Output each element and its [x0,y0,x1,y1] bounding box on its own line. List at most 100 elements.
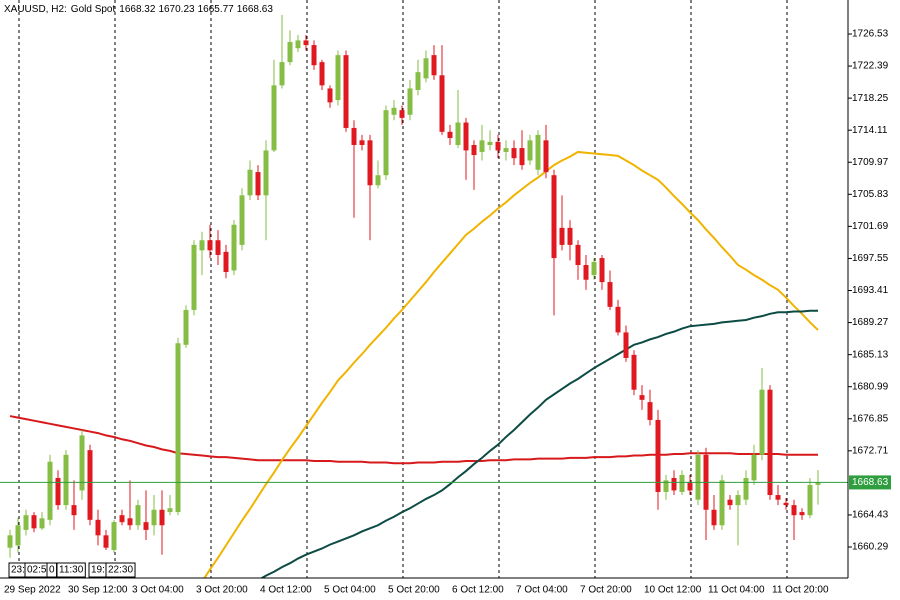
header-open: 1668.32 [119,4,156,15]
candle-body [255,172,261,196]
candle-body [463,122,469,151]
candle-body [215,240,221,255]
x-tick-label: 6 Oct 12:00 [452,585,504,596]
x-tick-label: 3 Oct 04:00 [132,585,184,596]
price-line: 1668.63 [0,475,891,490]
candle-body [127,518,133,526]
candle-body [399,110,405,118]
y-tick-label: 1685.13 [852,349,889,360]
y-tick-label: 1718.25 [852,93,889,104]
candle-body [439,75,445,132]
candle-body [607,282,613,307]
x-tick-label: 5 Oct 04:00 [324,585,376,596]
candle-body [383,110,389,176]
symbol: XAUUSD, H2: [4,4,67,15]
candle-body [135,505,141,526]
candle-body [327,88,333,103]
candle-body [391,107,397,115]
candle-body [623,332,629,358]
candle-body [335,55,341,101]
candle-body [767,389,773,496]
moving-averages [9,150,819,578]
candle-body [103,535,109,548]
candle-body [423,58,429,79]
candle-body [7,535,13,548]
candle-body [191,244,197,310]
y-tick-label: 1693.41 [852,285,889,296]
candle-body [231,224,237,271]
candle-body [527,140,533,161]
candle-body [151,509,157,526]
candle-body [775,495,781,500]
candle-body [199,240,205,251]
candle-body [223,251,229,272]
candle-body [239,195,245,245]
candle-body [31,515,37,529]
y-tick-label: 1660.29 [852,542,889,553]
candle-body [599,258,605,283]
candle-body [519,148,525,166]
candle-body [287,41,293,63]
candle-body [175,343,181,513]
time-marker: 22:30 [108,565,133,576]
time-marker: 23: [11,565,25,576]
candle-body [807,484,813,516]
candle-body [55,478,61,506]
y-tick-label: 1714.11 [852,125,888,136]
candle-body [631,354,637,390]
y-tick-label: 1676.85 [852,413,889,424]
candle-body [567,227,573,245]
candle-body [359,140,365,145]
header-low: 1665.77 [198,4,235,15]
candle-body [663,480,669,492]
candle-body [695,454,701,500]
candle-body [71,505,77,516]
y-tick-label: 1705.83 [852,189,889,200]
candle-body [143,522,149,530]
candle-body [783,502,789,506]
candle-body [815,482,821,485]
candle-body [95,519,101,536]
candle-body [47,461,53,520]
candle-body [511,148,517,159]
candle-body [271,85,277,151]
y-tick-label: 1664.43 [852,510,889,521]
candle-body [655,419,661,492]
candle-body [295,40,301,49]
candle-body [23,515,29,530]
y-tick-label: 1726.53 [852,29,889,40]
x-tick-label: 5 Oct 20:00 [388,585,440,596]
candle-body [727,499,733,506]
x-tick-label: 7 Oct 04:00 [516,585,568,596]
time-marker: 0 [49,565,55,576]
candle-body [671,478,677,491]
candle-body [487,141,493,145]
candle-body [111,522,117,551]
y-tick-label: 1672.71 [852,445,889,456]
x-tick-label: 29 Sep 2022 [4,585,61,596]
candle-body [263,150,269,196]
axis-labels: 1660.29 1664.43 1672.71 1676.85 1680.99 1685.… [4,29,889,596]
moving-average-line [203,150,819,578]
time-markers: 23: 02:500 11:30 19: 22:30 [8,562,136,578]
header-close: 1668.63 [237,4,274,15]
candle-body [183,309,189,345]
candle-body [79,435,85,491]
candle-body [743,478,749,500]
candle-body [343,55,349,128]
x-tick-label: 11 Oct 04:00 [708,585,765,596]
candle-body [311,45,317,66]
x-tick-label: 3 Oct 20:00 [196,585,248,596]
candle-body [207,240,213,251]
candle-body [39,518,45,529]
y-tick-label: 1689.27 [852,317,889,328]
candle-body [719,480,725,526]
candle-body [543,140,549,173]
x-tick-label: 7 Oct 20:00 [580,585,632,596]
header-high: 1670.23 [158,4,195,15]
moving-average-line [9,415,818,465]
candle-body [303,40,309,46]
candle-body [791,505,797,516]
